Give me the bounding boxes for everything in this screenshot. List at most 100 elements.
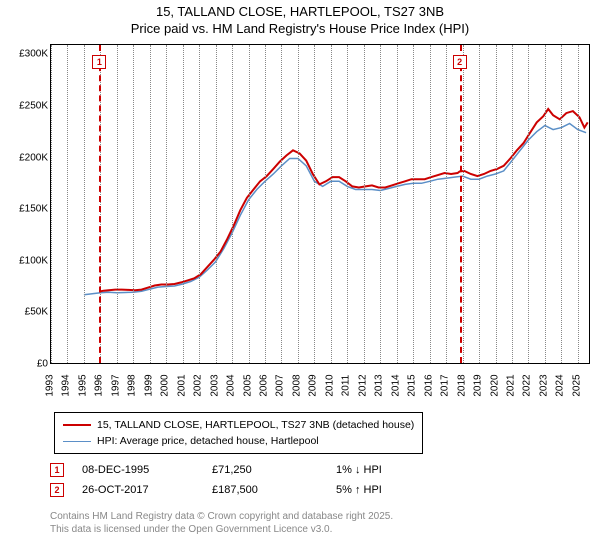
x-gridline [545, 45, 546, 363]
x-gridline [232, 45, 233, 363]
x-gridline [84, 45, 85, 363]
x-tick-label: 2009 [308, 374, 319, 396]
x-gridline [183, 45, 184, 363]
y-tick-label: £200K [10, 152, 48, 163]
x-gridline [397, 45, 398, 363]
x-tick-label: 2000 [160, 374, 171, 396]
legend-text: HPI: Average price, detached house, Hart… [97, 435, 319, 447]
legend-swatch [63, 441, 91, 442]
x-tick-label: 1996 [94, 374, 105, 396]
x-gridline [281, 45, 282, 363]
y-tick-label: £300K [10, 49, 48, 60]
x-gridline [166, 45, 167, 363]
x-tick-label: 2011 [341, 375, 352, 397]
footer-line-1: Contains HM Land Registry data © Crown c… [50, 510, 393, 523]
transactions-table: 108-DEC-1995£71,2501% ↓ HPI226-OCT-2017£… [50, 460, 496, 500]
transaction-price: £71,250 [212, 464, 332, 476]
title-subtitle: Price paid vs. HM Land Registry's House … [0, 21, 600, 36]
transaction-price: £187,500 [212, 484, 332, 496]
x-tick-label: 2001 [176, 374, 187, 396]
x-tick-label: 2008 [291, 374, 302, 396]
x-gridline [314, 45, 315, 363]
chart-title-block: 15, TALLAND CLOSE, HARTLEPOOL, TS27 3NB … [0, 0, 600, 36]
x-tick-label: 1993 [45, 374, 56, 396]
y-tick-label: £100K [10, 255, 48, 266]
y-tick-label: £250K [10, 100, 48, 111]
transaction-delta: 5% ↑ HPI [336, 484, 496, 496]
x-gridline [298, 45, 299, 363]
x-tick-label: 1994 [61, 374, 72, 396]
marker-line-2 [460, 45, 462, 363]
x-gridline [528, 45, 529, 363]
plot-area: 12 [50, 44, 590, 364]
y-tick-label: £0 [10, 359, 48, 370]
x-gridline [512, 45, 513, 363]
x-tick-label: 2006 [259, 374, 270, 396]
x-tick-label: 2018 [456, 374, 467, 396]
x-gridline [67, 45, 68, 363]
x-tick-label: 2017 [440, 374, 451, 396]
x-tick-label: 1999 [143, 374, 154, 396]
copyright-footer: Contains HM Land Registry data © Crown c… [50, 510, 393, 536]
x-gridline [561, 45, 562, 363]
x-gridline [199, 45, 200, 363]
transaction-row: 226-OCT-2017£187,5005% ↑ HPI [50, 480, 496, 500]
x-tick-label: 2003 [209, 374, 220, 396]
y-tick-label: £50K [10, 307, 48, 318]
transaction-marker-1: 1 [50, 463, 64, 477]
title-address: 15, TALLAND CLOSE, HARTLEPOOL, TS27 3NB [0, 4, 600, 19]
marker-label-2: 2 [453, 55, 467, 69]
x-tick-label: 2013 [374, 374, 385, 396]
transaction-delta: 1% ↓ HPI [336, 464, 496, 476]
legend-item: HPI: Average price, detached house, Hart… [63, 433, 414, 449]
transaction-marker-2: 2 [50, 483, 64, 497]
x-gridline [430, 45, 431, 363]
x-gridline [249, 45, 250, 363]
x-tick-label: 2010 [324, 374, 335, 396]
x-tick-label: 2015 [407, 374, 418, 396]
x-tick-label: 2016 [423, 374, 434, 396]
x-gridline [265, 45, 266, 363]
x-tick-label: 2002 [193, 374, 204, 396]
x-tick-label: 2019 [473, 374, 484, 396]
legend-swatch [63, 424, 91, 426]
x-tick-label: 2014 [390, 374, 401, 396]
series-price_paid [99, 109, 587, 292]
x-tick-label: 2007 [275, 374, 286, 396]
transaction-date: 08-DEC-1995 [68, 464, 208, 476]
x-tick-label: 2022 [522, 374, 533, 396]
x-gridline [133, 45, 134, 363]
footer-line-2: This data is licensed under the Open Gov… [50, 523, 393, 536]
x-gridline [364, 45, 365, 363]
marker-label-1: 1 [92, 55, 106, 69]
x-gridline [413, 45, 414, 363]
x-tick-label: 2023 [538, 374, 549, 396]
x-tick-label: 1995 [77, 374, 88, 396]
x-tick-label: 2012 [357, 374, 368, 396]
x-gridline [380, 45, 381, 363]
x-gridline [150, 45, 151, 363]
x-gridline [446, 45, 447, 363]
x-gridline [496, 45, 497, 363]
x-gridline [216, 45, 217, 363]
legend-text: 15, TALLAND CLOSE, HARTLEPOOL, TS27 3NB … [97, 419, 414, 431]
y-tick-label: £150K [10, 204, 48, 215]
x-tick-label: 2020 [489, 374, 500, 396]
x-gridline [479, 45, 480, 363]
x-tick-label: 1998 [127, 374, 138, 396]
marker-line-1 [99, 45, 101, 363]
x-gridline [117, 45, 118, 363]
x-tick-label: 1997 [110, 374, 121, 396]
x-gridline [331, 45, 332, 363]
chart-legend: 15, TALLAND CLOSE, HARTLEPOOL, TS27 3NB … [54, 412, 423, 454]
chart-series-svg [51, 45, 590, 364]
x-gridline [463, 45, 464, 363]
x-tick-label: 2024 [555, 374, 566, 396]
transaction-row: 1 08-DEC-1995 £71,250 1% ↓ HPI [50, 460, 496, 480]
legend-item: 15, TALLAND CLOSE, HARTLEPOOL, TS27 3NB … [63, 417, 414, 433]
x-gridline [51, 45, 52, 363]
x-tick-label: 2004 [226, 374, 237, 396]
x-gridline [347, 45, 348, 363]
x-tick-label: 2021 [505, 374, 516, 396]
x-gridline [578, 45, 579, 363]
